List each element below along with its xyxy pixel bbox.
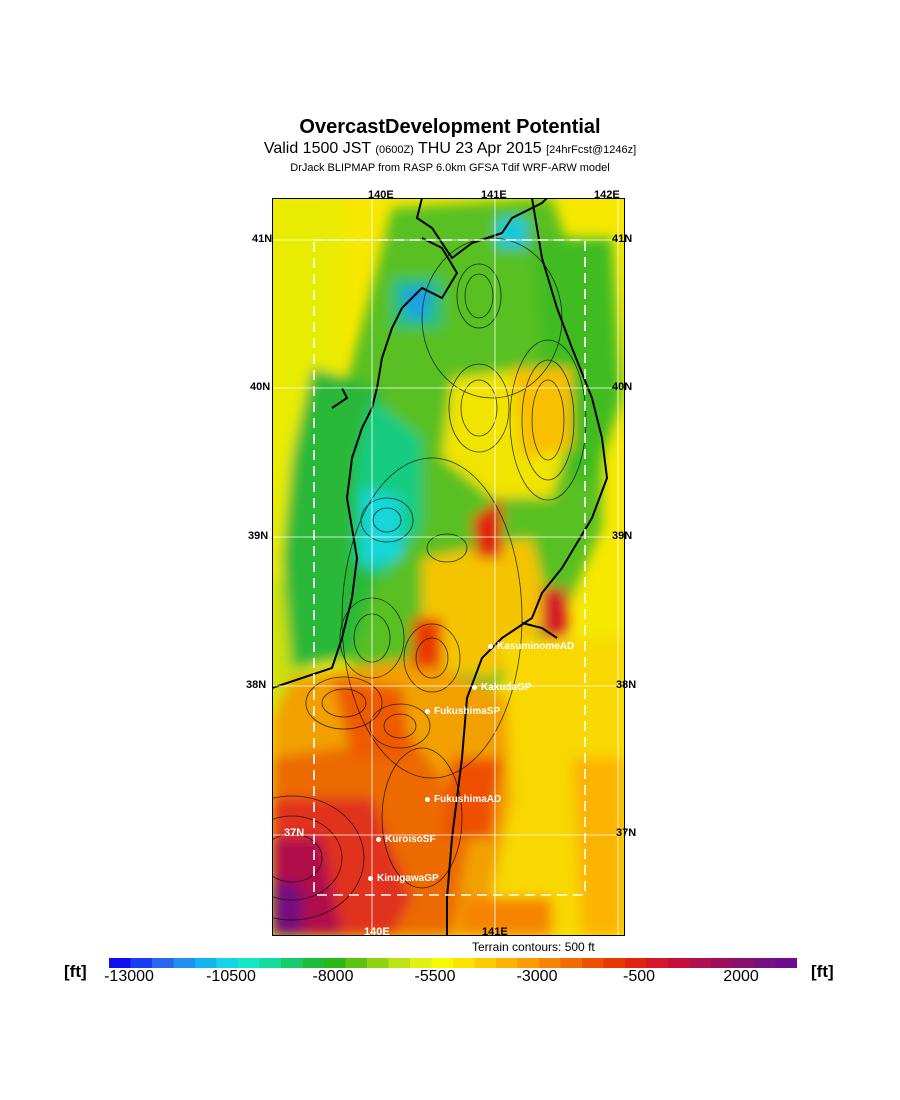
colorbar-swatch: [775, 958, 797, 968]
site-dot-icon: [488, 643, 493, 649]
colorbar-swatch: [195, 958, 217, 968]
valid-time-subtitle: Valid 1500 JST (0600Z) THU 23 Apr 2015 […: [0, 140, 900, 158]
overcast-potential-map: [272, 198, 625, 936]
colorbar-swatch: [259, 958, 282, 968]
site-kasuminome-ad[interactable]: KasuminomeAD: [488, 641, 574, 652]
colorbar-tick-label: 2000: [723, 968, 759, 985]
colorbar-swatch: [754, 958, 776, 968]
lat-label-40n-left: 40N: [250, 381, 271, 393]
lat-label-41n-right: 41N: [612, 233, 633, 245]
colorbar-tick-label: -13000: [104, 968, 154, 985]
unit-label-right: [ft]: [811, 962, 834, 981]
colorbar-tick-label: -5500: [414, 968, 456, 985]
colorbar-swatch: [173, 958, 196, 968]
colorbar-swatch: [410, 958, 432, 968]
lon-label-140e-bottom: 140E: [364, 926, 390, 938]
terrain-contours: [272, 237, 587, 921]
colorbar-swatch: [689, 958, 712, 968]
coastline: [272, 198, 609, 936]
unit-label-left: [ft]: [64, 962, 87, 981]
colorbar-swatch: [152, 958, 174, 968]
forecast-field: [272, 198, 625, 936]
colorbar-swatch: [238, 958, 260, 968]
colorbar-swatch: [603, 958, 626, 968]
colorbar-swatch: [668, 958, 690, 968]
colorbar-swatch: [625, 958, 647, 968]
lat-label-40n-right: 40N: [612, 381, 633, 393]
lat-label-39n-right: 39N: [612, 530, 633, 542]
colorbar-swatch: [517, 958, 540, 968]
site-fukushima-ad[interactable]: FukushimaAD: [425, 794, 501, 805]
colorbar-swatch: [324, 958, 346, 968]
colorbar-swatch: [474, 958, 497, 968]
colorbar-swatch: [539, 958, 561, 968]
lat-label-37n-right: 37N: [616, 827, 637, 839]
lat-label-38n-left: 38N: [246, 679, 267, 691]
colorbar-swatch: [732, 958, 755, 968]
colorbar-tick-label: -500: [622, 968, 656, 985]
colorbar-swatch: [367, 958, 389, 968]
site-fukushima-sp[interactable]: FukushimaSP: [425, 706, 500, 717]
map-title: OvercastDevelopment Potential: [299, 116, 601, 138]
site-kakuda-gp[interactable]: KakudaGP: [472, 682, 532, 693]
colorbar-swatch: [582, 958, 604, 968]
site-dot-icon: [376, 836, 381, 842]
colorbar-swatch: [453, 958, 475, 968]
site-kuroiso-sf[interactable]: KuroisoSF: [376, 834, 436, 845]
site-dot-icon: [425, 708, 430, 714]
site-kinugawa-gp[interactable]: KinugawaGP: [368, 873, 439, 884]
valid-date: THU 23 Apr 2015: [413, 140, 547, 157]
terrain-contour-note: Terrain contours: 500 ft: [472, 940, 595, 954]
colorbar-swatch: [281, 958, 303, 968]
lat-label-39n-left: 39N: [248, 530, 269, 542]
utc-time: (0600Z): [375, 144, 414, 156]
colorbar-tick-label: -10500: [206, 968, 256, 985]
colorbar-swatch: [560, 958, 583, 968]
colorbar-swatch: [345, 958, 368, 968]
colorbar-swatch: [109, 958, 131, 968]
forecast-info: [24hrFcst@1246z]: [546, 144, 637, 156]
lon-label-141e-bottom: 141E: [482, 926, 508, 938]
site-dot-icon: [368, 875, 373, 881]
site-dot-icon: [425, 796, 430, 802]
lat-label-41n-left: 41N: [252, 233, 273, 245]
colorbar-swatch: [216, 958, 239, 968]
colorbar-swatch: [388, 958, 411, 968]
site-dot-icon: [472, 684, 477, 690]
colorbar-swatch: [302, 958, 325, 968]
colorbar-swatch: [711, 958, 733, 968]
colorbar-swatch: [431, 958, 454, 968]
valid-time-part-a: Valid 1500 JST: [263, 140, 376, 157]
colorbar-swatch: [496, 958, 518, 968]
colorbar: [109, 958, 797, 968]
map-frame: [272, 198, 625, 936]
lat-label-38n-right: 38N: [616, 679, 637, 691]
lat-label-37n-left: 37N: [284, 827, 305, 839]
model-description: DrJack BLIPMAP from RASP 6.0km GFSA Tdif…: [290, 162, 610, 174]
colorbar-swatch: [646, 958, 669, 968]
colorbar-tick-label: -8000: [312, 968, 354, 985]
colorbar-swatch: [130, 958, 153, 968]
inner-domain-box: [313, 239, 586, 896]
colorbar-tick-label: -3000: [516, 968, 558, 985]
